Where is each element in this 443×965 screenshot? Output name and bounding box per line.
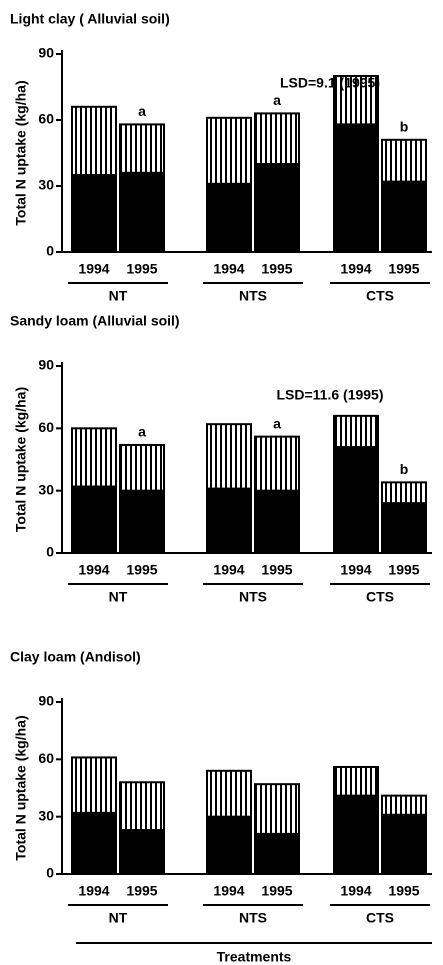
bar-segment — [254, 783, 300, 835]
y-tick-label: 90 — [38, 45, 54, 61]
y-tick-label: 0 — [46, 544, 54, 560]
y-tick-label: 30 — [38, 807, 54, 823]
bar-label: a — [273, 415, 281, 431]
x-tick-label: 1994 — [213, 261, 244, 277]
x-tick-label: 1995 — [388, 883, 419, 899]
x-tick-label: 1995 — [126, 883, 157, 899]
group-label: NTS — [239, 910, 267, 926]
group-label: CTS — [366, 910, 394, 926]
bar-segment — [333, 446, 379, 554]
y-tick-label: 30 — [38, 481, 54, 497]
x-tick-label: 1995 — [126, 562, 157, 578]
group-label: NTS — [239, 288, 267, 304]
x-tick-label: 1995 — [261, 562, 292, 578]
bar-segment — [381, 502, 427, 554]
bar-label: a — [138, 424, 146, 440]
bar-segment — [71, 756, 117, 814]
group-label: CTS — [366, 288, 394, 304]
x-tick-label: 1994 — [340, 261, 371, 277]
bar-segment — [119, 489, 165, 554]
group-label: NT — [109, 288, 128, 304]
y-tick-label: 0 — [46, 865, 54, 881]
y-tick-label: 60 — [38, 111, 54, 127]
bar-segment — [333, 414, 379, 449]
bar-segment — [254, 112, 300, 165]
bar-segment — [333, 765, 379, 797]
x-tick-label: 1994 — [340, 562, 371, 578]
bar-segment — [119, 171, 165, 253]
bar-segment — [381, 794, 427, 816]
annotation: LSD=9.1 (1995) — [280, 75, 380, 91]
bar-segment — [119, 829, 165, 875]
bar-segment — [206, 769, 252, 818]
bar-segment — [254, 832, 300, 875]
bar-segment — [381, 180, 427, 254]
bar-segment — [71, 811, 117, 875]
bar-segment — [119, 123, 165, 174]
bar-segment — [71, 105, 117, 176]
x-tick-label: 1995 — [388, 562, 419, 578]
bar-label: a — [273, 92, 281, 108]
y-axis-label: Total N uptake (kg/ha) — [13, 80, 29, 225]
bar-segment — [206, 116, 252, 185]
x-tick-label: 1995 — [388, 261, 419, 277]
panel-title: Sandy loam (Alluvial soil) — [10, 313, 180, 329]
group-label: CTS — [366, 589, 394, 605]
x-tick-label: 1994 — [78, 883, 109, 899]
bar-segment — [254, 435, 300, 492]
bar-label: b — [400, 461, 409, 477]
bar-segment — [381, 813, 427, 875]
bar-segment — [71, 427, 117, 488]
y-axis-label: Total N uptake (kg/ha) — [13, 715, 29, 860]
group-label: NTS — [239, 589, 267, 605]
y-tick-label: 0 — [46, 243, 54, 259]
x-tick-label: 1994 — [213, 562, 244, 578]
bar-segment — [254, 489, 300, 554]
group-label: NT — [109, 589, 128, 605]
panel-title: Clay loam (Andisol) — [10, 649, 141, 665]
group-label: NT — [109, 910, 128, 926]
bar-segment — [206, 815, 252, 876]
x-tick-label: 1994 — [213, 883, 244, 899]
y-tick-label: 90 — [38, 693, 54, 709]
bar-segment — [381, 138, 427, 183]
x-tick-label: 1995 — [261, 261, 292, 277]
x-tick-label: 1995 — [126, 261, 157, 277]
bar-segment — [206, 423, 252, 490]
bar-segment — [119, 781, 165, 832]
bar-label: b — [400, 119, 409, 135]
bar-segment — [71, 174, 117, 253]
x-tick-label: 1995 — [261, 883, 292, 899]
bar-segment — [71, 485, 117, 554]
bar-segment — [206, 487, 252, 555]
x-tick-label: 1994 — [78, 261, 109, 277]
bar-segment — [333, 75, 379, 126]
bar-segment — [381, 481, 427, 505]
x-tick-label: 1994 — [340, 883, 371, 899]
x-axis-label: Treatments — [217, 949, 292, 965]
bar-label: a — [138, 103, 146, 119]
y-tick-label: 30 — [38, 177, 54, 193]
y-tick-label: 90 — [38, 357, 54, 373]
y-tick-label: 60 — [38, 750, 54, 766]
y-axis-label: Total N uptake (kg/ha) — [13, 387, 29, 532]
bar-segment — [119, 443, 165, 492]
y-tick-label: 60 — [38, 419, 54, 435]
panel-title: Light clay ( Alluvial soil) — [10, 11, 170, 27]
annotation: LSD=11.6 (1995) — [276, 387, 383, 403]
bar-segment — [254, 163, 300, 253]
x-tick-label: 1994 — [78, 562, 109, 578]
bar-segment — [333, 123, 379, 253]
bar-segment — [333, 794, 379, 876]
bar-segment — [206, 182, 252, 253]
